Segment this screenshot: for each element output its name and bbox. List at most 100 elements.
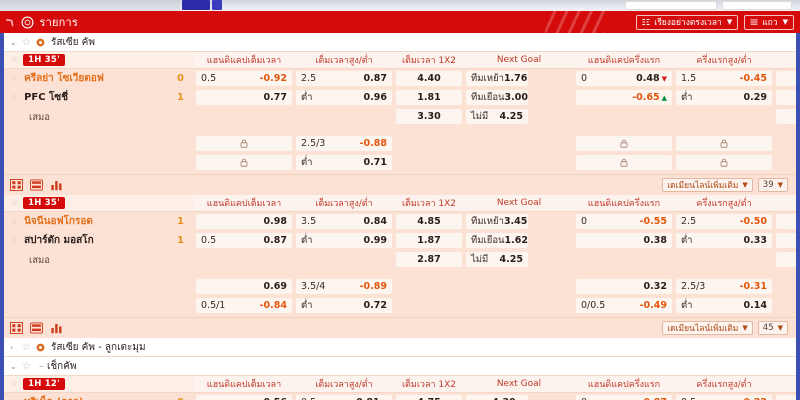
ft-hdp-0[interactable]: 0.98 [196,214,292,229]
ft-hdp-1[interactable]: 0.77 [196,90,292,105]
ft-1x2-0[interactable]: 4.85 [396,214,462,229]
x-ft-ou-0[interactable]: 2.5/3 -0.88 [296,136,392,151]
ft-1x2-0[interactable]: 4.40 [396,71,462,86]
x-ht-hdp-0[interactable]: 0.32 [576,279,672,294]
next-goal-1[interactable]: ทีมเยือน 1.62 [466,233,528,248]
ht-hdp-1[interactable]: -0.65 ▲ [576,90,672,105]
ht-1x2-2[interactable]: 4.75▲ [776,109,796,124]
more-lines-dropdown-0[interactable]: เดเมียนไลน์เพิ่มเติม ▼ [662,178,753,192]
line-count-dropdown-0[interactable]: 39 ▼ [757,178,788,192]
group-ft-1x2-extra [394,136,464,153]
ht-hdp-0[interactable]: 0 -0.55 [576,214,672,229]
x-ft-1x2-1-empty [396,298,462,313]
league-toggle-caret[interactable]: ⌄ [10,361,17,371]
dash-icon: – [38,360,44,372]
rows-dropdown[interactable]: แถว ▼ [744,14,794,30]
next-goal-2[interactable]: ไม่มี 4.25 [466,109,528,124]
ht-ou-0[interactable]: 0.5 -0.22 [676,395,772,400]
ft-hdp-0[interactable]: 0.5 -0.92 [196,71,292,86]
ft-ou-1[interactable]: ต่ำ 0.99 [296,233,392,248]
ht-1x2-0[interactable]: 46.00▲ [776,71,796,86]
league-header-2[interactable]: ⌄ ☆ – เช็กคัพ [4,357,796,376]
video-icon[interactable] [30,322,43,334]
league-header-0[interactable]: ⌄ ☆ รัสเซีย คัพ [4,33,796,52]
group-ft-overunder-extra: ต่ำ 0.72 [294,298,394,315]
next-goal-0[interactable]: ทีมเหย้า 3.45 [466,214,528,229]
ht-1x2-1[interactable]: 1.15▼ [776,90,796,105]
next-goal-2[interactable]: ไม่มี 4.25 [466,252,528,267]
ft-1x2-1[interactable]: 1.87 [396,233,462,248]
x-ft-ou-1[interactable]: ต่ำ 0.71 [296,155,392,170]
more-lines-dropdown-1[interactable]: เดเมียนไลน์เพิ่มเติม ▼ [662,321,753,335]
home-team-row[interactable]: ☆ นิจนีนอฟโกรอด 1 [4,212,194,231]
stats-icon[interactable] [50,179,63,191]
top-placeholder-1 [625,1,717,10]
favorite-star-icon[interactable]: ☆ [10,198,19,208]
ht-hdp-1[interactable]: 0.38 [576,233,672,248]
group-ht-overunder: 1.5 -0.45 [674,71,774,88]
top-chip-primary[interactable] [182,0,210,10]
odds-scroll-region[interactable]: ⌄ ☆ รัสเซีย คัพ ☆ 1H 35' ☆ ครีลย่า โซเวีย… [0,33,800,400]
favorite-star-icon[interactable]: ☆ [22,341,31,353]
next-goal-1[interactable]: ทีมเยือน 3.00 [466,90,528,105]
x-ht-ou-0[interactable]: 2.5/3 -0.31 [676,279,772,294]
x-ht-hdp-1[interactable]: 0/0.5 -0.49 [576,298,672,313]
ht-hdp-0[interactable]: 0 0.48 ▼ [576,71,672,86]
stats-icon[interactable] [50,322,63,334]
header-collapse-caret[interactable]: ❯ [4,15,17,29]
home-team-score: 0 [172,397,194,400]
away-team-row[interactable]: ☆ สปาร์ตัก มอสโก 1 [4,231,194,250]
next-goal-0[interactable]: ทีมเหย้า 1.76 [466,71,528,86]
favorite-star-icon[interactable]: ☆ [10,73,19,84]
league-toggle-caret[interactable]: ⌄ [10,37,17,47]
ht-ou-1[interactable]: ต่ำ 0.29 [676,90,772,105]
home-team-row[interactable]: ☆ ทริเน็ค (ดาว) 0 [4,393,194,400]
ht-ou-0[interactable]: 2.5 -0.50 [676,214,772,229]
video-icon[interactable] [30,179,43,191]
favorite-star-icon[interactable]: ☆ [10,235,19,246]
x-ht-ou-1[interactable]: ต่ำ 0.14 [676,298,772,313]
x-ft-ou-0[interactable]: 3.5/4 -0.89 [296,279,392,294]
ft-1x2-2[interactable]: 3.30 [396,109,462,124]
ft-hdp-0[interactable]: 0.56 [196,395,292,400]
ft-ou-0[interactable]: 0.5 0.81▲ [296,395,392,400]
ht-ou-1[interactable]: ต่ำ 0.33 [676,233,772,248]
favorite-star-icon[interactable]: ☆ [10,55,19,65]
ht-1x2-0[interactable]: 9.40 [776,214,796,229]
favorite-star-icon[interactable]: ☆ [10,398,18,400]
ht-1x2-0[interactable]: 12.00 [776,395,796,400]
ht-hdp-0[interactable]: 0 -0.87 [576,395,672,400]
ft-ou-0[interactable]: 3.5 0.84 [296,214,392,229]
ft-1x2-1[interactable]: 1.81 [396,90,462,105]
grid-icon[interactable] [10,179,23,191]
x-ft-ou-1[interactable]: ต่ำ 0.72 [296,298,392,313]
ht-1x2-1[interactable]: 4.35 [776,233,796,248]
line-count-dropdown-1[interactable]: 45 ▼ [757,321,788,335]
x-ft-hdp-1[interactable]: 0.5/1 -0.84 [196,298,292,313]
column-header-3: Next Goal [496,379,542,389]
ft-ou-0[interactable]: 2.5 0.87 [296,71,392,86]
sort-dropdown[interactable]: เรียงอย่างตรงเวลา ▼ [636,14,739,30]
ht-ou-0[interactable]: 1.5 -0.45 [676,71,772,86]
league-header-1[interactable]: › ☆ รัสเซีย คัพ - ลูกเตะมุม [4,338,796,357]
league-toggle-caret[interactable]: › [10,342,14,352]
ft-1x2-0[interactable]: 4.75 [396,395,462,400]
top-chip-secondary[interactable] [212,0,222,10]
ht-1x2-2[interactable]: 1.31 [776,252,796,267]
favorite-star-icon[interactable]: ☆ [10,92,19,103]
next-goal-0[interactable]: 4.30▲ [466,395,528,400]
home-team-row[interactable]: ☆ ครีลย่า โซเวียตอฟ 0 [4,69,194,88]
favorite-star-icon[interactable]: ☆ [22,36,31,48]
chevron-down-icon: ▼ [782,18,788,26]
favorite-star-icon[interactable]: ☆ [10,216,19,227]
ft-ou-1[interactable]: ต่ำ 0.96 [296,90,392,105]
x-ft-hdp-0[interactable]: 0.69 [196,279,292,294]
ft-hdp-1[interactable]: 0.5 0.87 [196,233,292,248]
grid-icon[interactable] [10,322,23,334]
away-team-row[interactable]: ☆ PFC โซชี่ 1 [4,88,194,107]
favorite-star-icon[interactable]: ☆ [22,360,31,372]
favorite-star-icon[interactable]: ☆ [10,379,19,389]
group-next-goal: ไม่มี 4.25 [464,252,574,269]
column-header-4: แฮนดิแคปครึ่งแรก [587,380,661,390]
ft-1x2-2[interactable]: 2.87 [396,252,462,267]
